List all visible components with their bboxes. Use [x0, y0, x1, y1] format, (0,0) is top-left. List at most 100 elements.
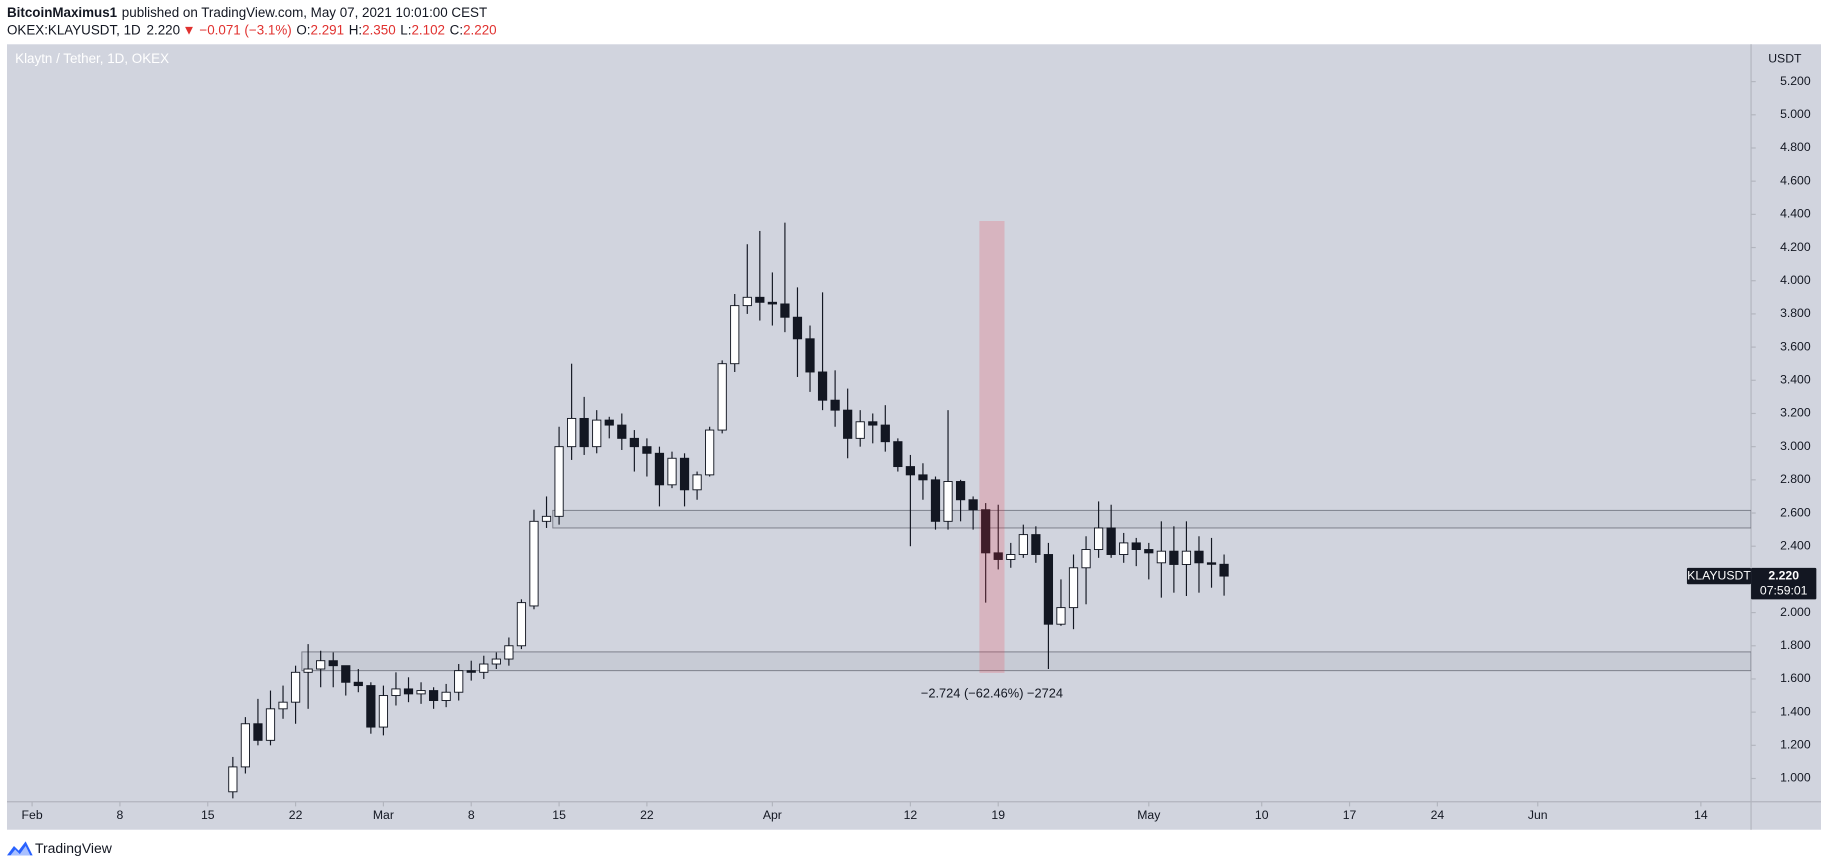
- symbol-info: OKEX:KLAYUSDT, 1D 2.220 ▼ −0.071 (−3.1%) O:…: [7, 22, 497, 37]
- candle-body-down: [981, 509, 991, 554]
- candle-body-up: [303, 668, 313, 673]
- candle-body-down: [353, 681, 363, 687]
- candle-body-down: [905, 466, 916, 476]
- candle-body-down: [253, 723, 263, 741]
- x-tick-label: 22: [289, 808, 303, 822]
- candle-body-down: [1031, 534, 1041, 555]
- candle-body-up: [717, 363, 727, 431]
- candle-body-up: [855, 421, 865, 439]
- author: BitcoinMaximus1: [7, 4, 118, 19]
- symbol: OKEX:KLAYUSDT, 1D: [7, 22, 141, 37]
- candle-body-up: [541, 515, 552, 522]
- candle-body-up: [265, 708, 276, 741]
- measure-label: −2.724 (−62.46%) −2724: [921, 685, 1063, 700]
- candle-body-down: [1206, 562, 1217, 565]
- candle-body-up: [592, 419, 602, 448]
- candle-body-up: [554, 446, 564, 517]
- x-tick-label: 15: [201, 808, 215, 822]
- candle-body-down: [403, 688, 414, 695]
- y-tick-label: 3.200: [1780, 406, 1811, 420]
- candle-body-up: [240, 723, 250, 768]
- y-tick-label: 1.000: [1780, 771, 1811, 785]
- candle-body-up: [316, 660, 326, 670]
- candle-body-down: [893, 441, 903, 468]
- candle-body-down: [817, 371, 828, 401]
- x-tick-label: 17: [1343, 808, 1357, 822]
- candle-body-up: [504, 645, 514, 660]
- candle-body-up: [692, 474, 702, 491]
- candle-body-down: [428, 690, 439, 701]
- y-tick-label: 4.000: [1780, 273, 1811, 287]
- candle-body-up: [1068, 567, 1079, 609]
- plot-area: [228, 220, 1752, 799]
- candle-body-down: [1194, 550, 1204, 564]
- x-tick-label: Mar: [373, 808, 394, 822]
- candle-body-down: [805, 338, 815, 373]
- candle-body-up: [1093, 527, 1104, 550]
- candle-body-down: [341, 665, 351, 683]
- y-tick-label: 2.600: [1780, 505, 1811, 519]
- chart-panel: [6, 44, 1822, 830]
- chart-title: Klaytn / Tether, 1D, OKEX: [15, 51, 169, 66]
- publish-info: BitcoinMaximus1 published on TradingView.…: [7, 4, 487, 19]
- candle-body-down: [755, 296, 765, 303]
- candle-body-up: [441, 691, 451, 701]
- y-tick-label: 4.200: [1780, 240, 1811, 254]
- candle-body-down: [604, 419, 614, 426]
- candle-body-down: [366, 685, 376, 728]
- candle-body-up: [516, 602, 527, 647]
- candle-body-up: [705, 429, 715, 476]
- h-value: 2.350: [362, 22, 396, 37]
- candle-body-down: [642, 446, 652, 454]
- y-tick-label: 1.800: [1780, 638, 1811, 652]
- brand-logo: [6, 841, 33, 856]
- l-label: L:: [400, 22, 411, 37]
- x-tick-label: 12: [904, 808, 918, 822]
- y-tick-label: 2.800: [1780, 472, 1811, 486]
- measure-band: [979, 220, 1005, 673]
- candle-body-up: [290, 671, 301, 703]
- price-zone: [552, 509, 1752, 529]
- y-tick-label: 1.400: [1780, 704, 1811, 718]
- candle-body-up: [1081, 549, 1091, 569]
- l-value: 2.102: [411, 22, 445, 37]
- y-tick-label: 1.600: [1780, 671, 1811, 685]
- x-tick-label: 22: [640, 808, 654, 822]
- candle-body-down: [1169, 550, 1179, 565]
- x-tick-label: 24: [1431, 808, 1445, 822]
- c-label: C:: [450, 22, 463, 37]
- x-tick-label: 8: [468, 808, 475, 822]
- y-tick-label: 5.000: [1780, 107, 1811, 121]
- change: ▼ −0.071 (−3.1%): [182, 22, 291, 37]
- candle-body-up: [943, 481, 953, 522]
- y-tick-label: 4.800: [1780, 140, 1811, 154]
- candle-body-up: [454, 670, 464, 693]
- candle-body-up: [228, 766, 238, 793]
- o-value: 2.291: [311, 22, 345, 37]
- y-tick-label: 4.400: [1780, 207, 1811, 221]
- candle-body-up: [1006, 554, 1016, 560]
- candle-body-down: [955, 481, 966, 501]
- candle-body-down: [780, 303, 790, 318]
- candle-body-down: [1106, 527, 1116, 555]
- candle-body-down: [679, 457, 690, 491]
- candle-body-down: [930, 479, 941, 522]
- price-tag-name-box: [1686, 567, 1752, 585]
- y-tick-label: 3.600: [1780, 339, 1811, 353]
- x-tick-label: Apr: [763, 808, 782, 822]
- candle-body-down: [617, 424, 627, 439]
- candle-body-down: [328, 660, 338, 667]
- brand-name: TradingView: [35, 840, 113, 856]
- candle-body-up: [742, 296, 752, 307]
- candle-body-down: [466, 670, 476, 673]
- x-tick-label: 15: [552, 808, 566, 822]
- candle-body-up: [667, 457, 677, 486]
- candle-body-up: [378, 695, 389, 728]
- x-tick-label: Feb: [22, 808, 43, 822]
- candle-body-down: [993, 552, 1003, 560]
- candle-body-down: [792, 316, 803, 340]
- y-tick-label: 4.600: [1780, 173, 1811, 187]
- candle-body-up: [567, 417, 577, 448]
- candle-body-up: [278, 701, 288, 710]
